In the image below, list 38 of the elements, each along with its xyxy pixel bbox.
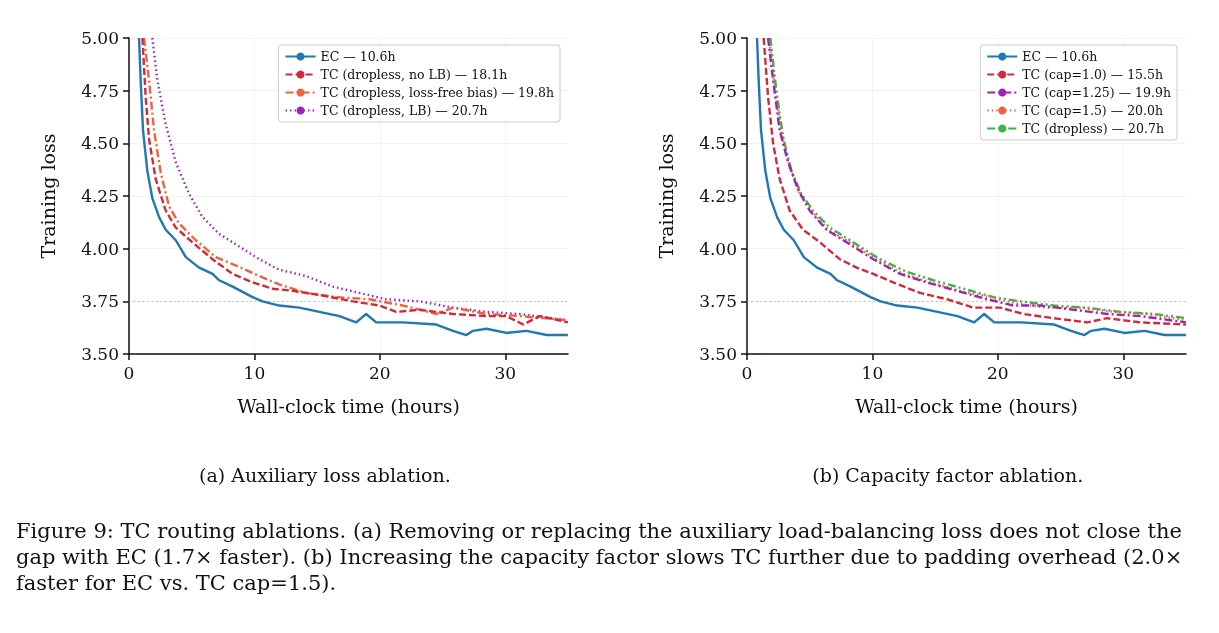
legend-label: TC (dropless, no LB) — 18.1h: [320, 67, 508, 82]
caption: Figure 9: TC routing ablations. (a) Removing or replacing the auxiliary load-balancing loss does not close the gap with EC (1.7× faster). (b) Increasing the capacity factor slows TC further due to padding overhead (2.0× faster for EC vs. TC cap=1.5).: [16, 518, 1184, 596]
text: (b) Capacity factor ablation.: [812, 463, 1084, 486]
y-tick-label: 4.75: [81, 80, 119, 101]
legend-label: TC (dropless, LB) — 20.7h: [320, 103, 488, 118]
x-tick-label: 20: [987, 362, 1009, 383]
legend-label: EC — 10.6h: [1022, 49, 1098, 64]
y-tick-label: 4.00: [699, 238, 737, 259]
y-tick-label: 3.50: [699, 344, 737, 364]
x-axis-title: Wall-clock time (hours): [237, 394, 460, 417]
legend-label: TC (cap=1.5) — 20.0h: [1022, 103, 1164, 118]
y-tick-label: 4.25: [81, 186, 119, 206]
legend-label: TC (cap=1.0) — 15.5h: [1022, 67, 1164, 82]
x-tick-label: 30: [1112, 362, 1135, 383]
y-axis-title: Training loss: [36, 133, 59, 259]
x-tick-label: 20: [369, 362, 391, 383]
y-axis-title: Training loss: [654, 133, 677, 259]
y-tick-label: 3.75: [81, 291, 119, 312]
y-tick-label: 5.00: [81, 28, 119, 48]
y-tick-label: 4.50: [81, 133, 119, 154]
x-tick-label: 30: [494, 362, 517, 383]
legend-label: TC (dropless) — 20.7h: [1022, 121, 1164, 136]
legend-label: EC — 10.6h: [320, 49, 396, 64]
x-axis-title: Wall-clock time (hours): [855, 394, 1078, 417]
x-tick-label: 0: [741, 362, 753, 383]
y-tick-label: 4.00: [81, 238, 119, 259]
legend-label: TC (cap=1.25) — 19.9h: [1022, 85, 1171, 100]
legend-label: TC (dropless, loss-free bias) — 19.8h: [320, 85, 555, 100]
y-tick-label: 4.25: [699, 186, 737, 206]
x-tick-label: 10: [861, 362, 884, 383]
y-tick-label: 4.75: [699, 80, 737, 101]
y-tick-label: 3.50: [81, 344, 119, 364]
x-tick-label: 0: [123, 362, 135, 383]
y-tick-label: 5.00: [699, 28, 737, 48]
y-tick-label: 3.75: [699, 291, 737, 312]
y-tick-label: 4.50: [699, 133, 737, 154]
text: (a) Auxiliary loss ablation.: [199, 463, 451, 486]
x-tick-label: 10: [243, 362, 266, 383]
